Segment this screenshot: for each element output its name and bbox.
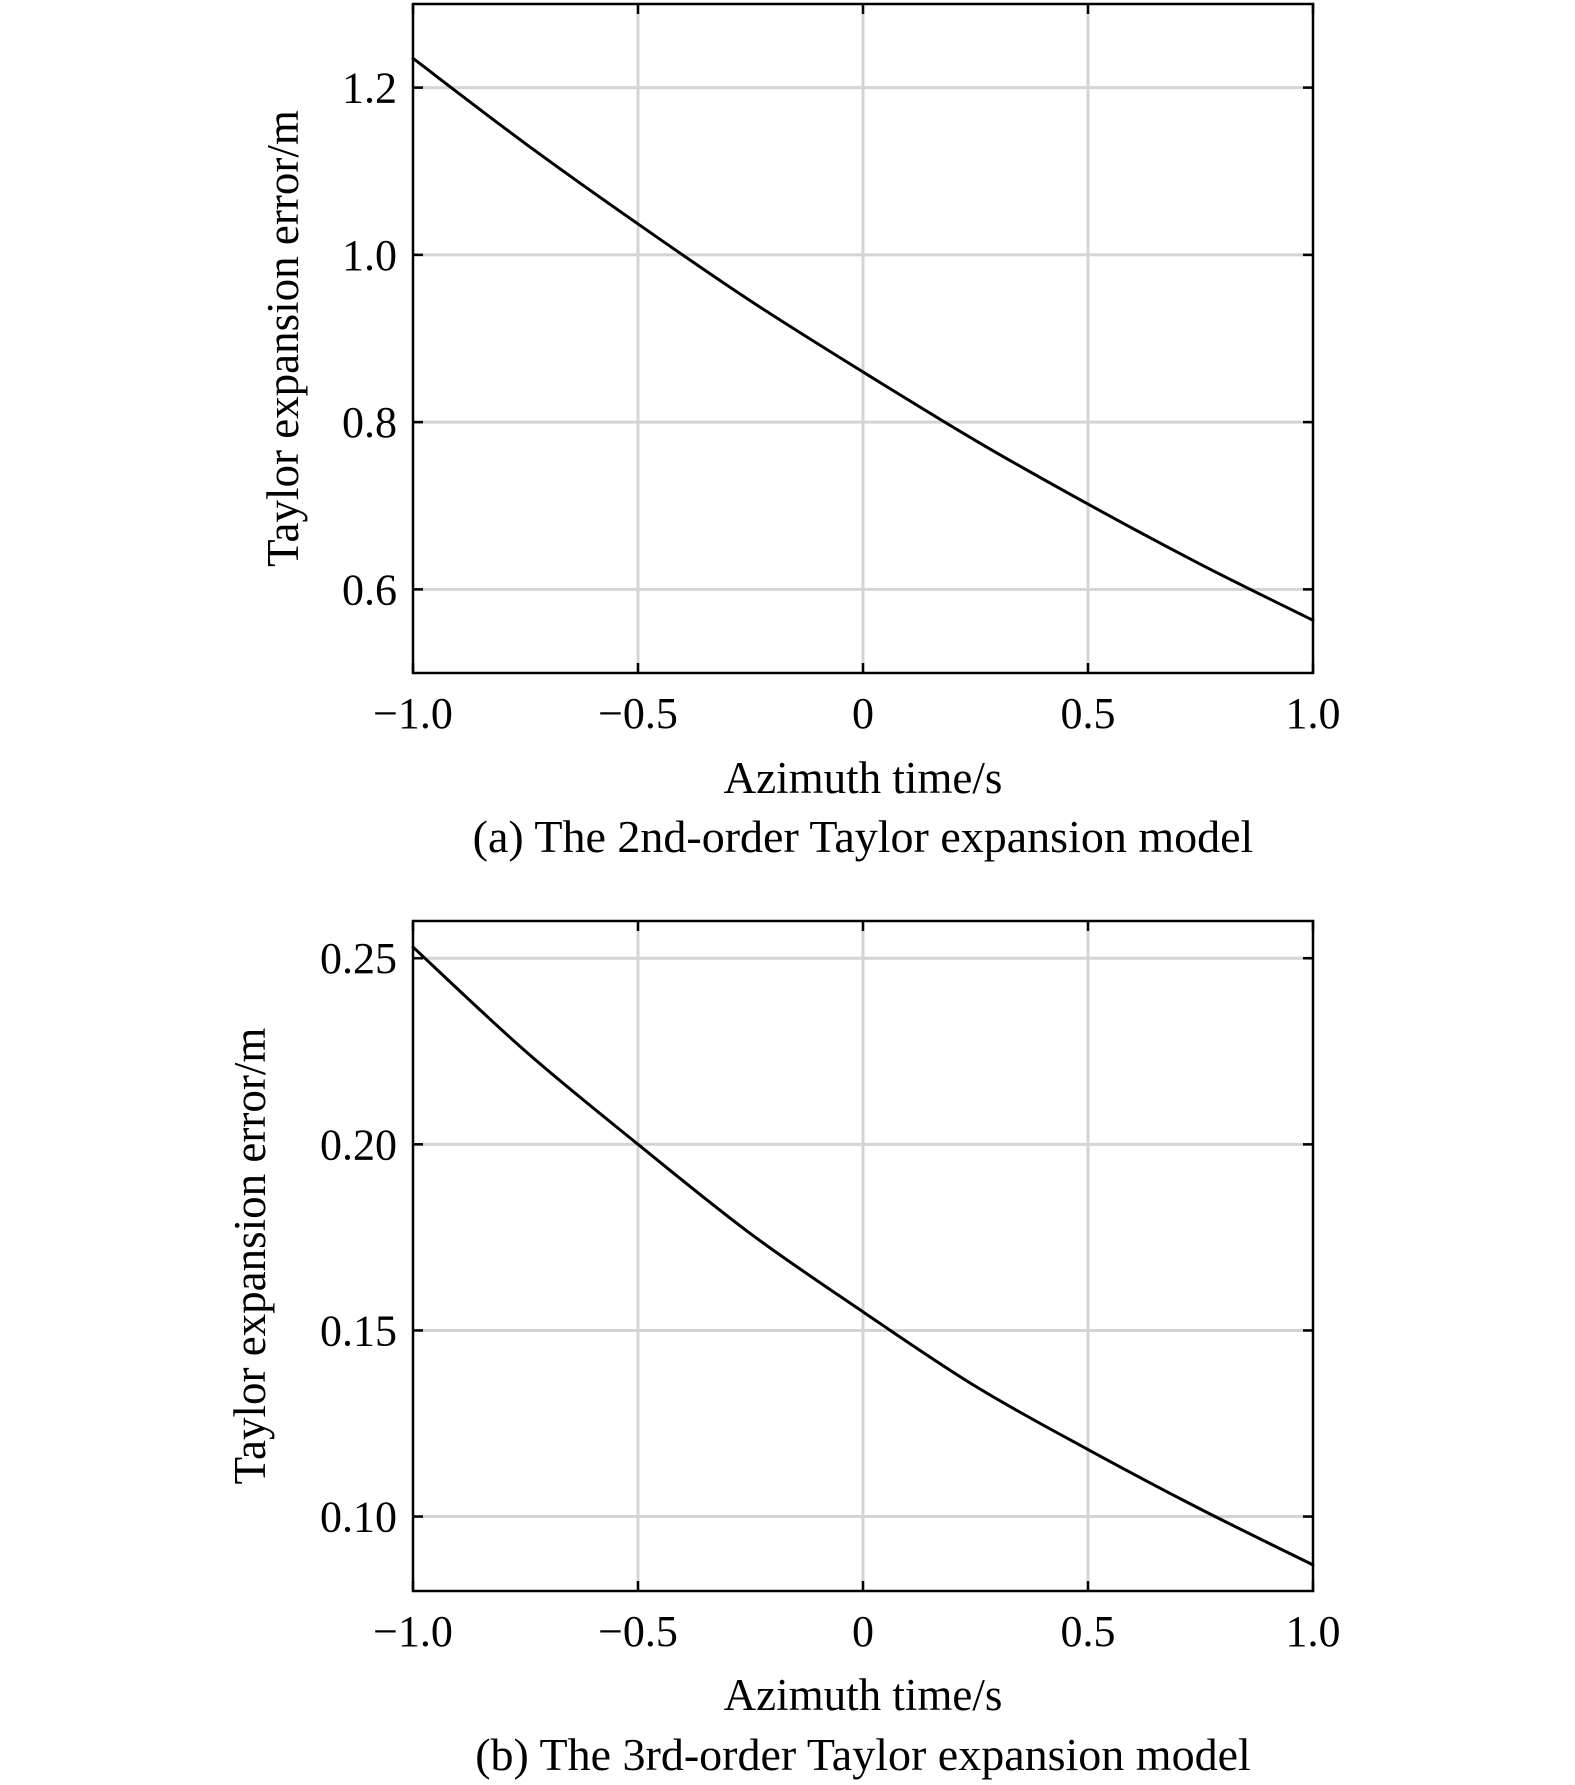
- series-line: [411, 945, 1315, 1567]
- x-tick-label: −1.0: [373, 689, 453, 738]
- figure-caption: (a) The 2nd-order Taylor expansion model: [473, 811, 1254, 862]
- y-tick-label: 0.15: [320, 1306, 397, 1355]
- y-tick-label: 0.6: [342, 565, 397, 614]
- y-tick-label: 0.20: [320, 1120, 397, 1169]
- x-axis-label: Azimuth time/s: [724, 753, 1003, 803]
- x-tick-label: 1.0: [1286, 1607, 1341, 1656]
- chart-panel-b: −1.0 −0.5 0 0.5 1.0 0.10 0.15 0.20 0.25 Azimuth t…: [225, 919, 1341, 1780]
- x-tick-label: 0.5: [1061, 689, 1116, 738]
- x-axis-label: Azimuth time/s: [724, 1670, 1003, 1720]
- x-tick-label: 1.0: [1286, 689, 1341, 738]
- y-axis-label: Taylor expansion error/m: [225, 1028, 275, 1485]
- x-tick-label: −0.5: [598, 689, 678, 738]
- x-tick-label: 0.5: [1061, 1607, 1116, 1656]
- x-tick-label: 0: [852, 1607, 874, 1656]
- x-tick-label: 0: [852, 689, 874, 738]
- y-tick-label: 0.10: [320, 1493, 397, 1542]
- series-line: [411, 56, 1315, 622]
- y-tick-label: 0.25: [320, 934, 397, 983]
- figure-caption: (b) The 3rd-order Taylor expansion model: [475, 1729, 1251, 1780]
- x-tick-label: −1.0: [373, 1607, 453, 1656]
- y-axis-label: Taylor expansion error/m: [258, 110, 308, 567]
- y-tick-label: 1.0: [342, 231, 397, 280]
- y-tick-label: 0.8: [342, 398, 397, 447]
- x-tick-label: −0.5: [598, 1607, 678, 1656]
- chart-panel-a: −1.0 −0.5 0 0.5 1.0 0.6 0.8 1.0 1.2 Azimuth time/…: [258, 2, 1341, 862]
- y-tick-label: 1.2: [342, 64, 397, 113]
